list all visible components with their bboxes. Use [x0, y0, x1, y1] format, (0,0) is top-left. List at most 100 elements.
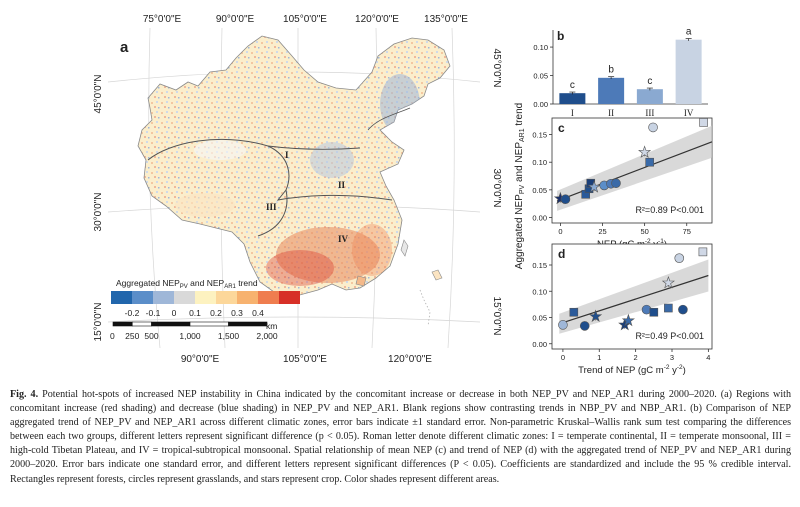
lat-labels-right: 45°0'0"N 30°0'0"N 15°0'0"N: [491, 49, 502, 336]
legend-color-swatch: [258, 291, 279, 304]
scale-segment: [228, 321, 268, 327]
panel-b-label: b: [557, 29, 564, 43]
scale-segment: [151, 321, 191, 327]
panel-b-bar: [675, 39, 702, 104]
panel-c-label: c: [558, 121, 565, 135]
scale-label: 1,500: [218, 331, 240, 341]
panel-c-xtick-label: 50: [640, 227, 648, 236]
panel-d-ytick-label: 0.00: [532, 340, 547, 349]
panel-b-ytick-label: 0.05: [533, 72, 548, 81]
legend-color-swatch: [111, 291, 132, 304]
panel-c-grassland-point: [560, 194, 571, 205]
lon-top-label: 75°0'0"E: [143, 14, 182, 25]
figure-caption: Fig. 4. Potential hot-spots of increased…: [10, 388, 791, 487]
scale-segment: [189, 321, 229, 327]
panel-c-grassland-point: [648, 122, 658, 133]
x-axis-label-part: -1: [658, 238, 664, 245]
lon-top-label: 105°0'0"E: [283, 14, 327, 25]
legend-color-swatch: [174, 291, 195, 304]
x-axis-label-part: -2: [645, 238, 651, 245]
panel-c-crop-point: [587, 180, 601, 193]
panel-c-stats-annotation: R²=0.89 P<0.001: [635, 205, 704, 215]
caption-fig-label: Fig. 4.: [10, 389, 39, 400]
lon-labels-top: 75°0'0"E 90°0'0"E 105°0'0"E 120°0'0"E 135°0'…: [143, 14, 468, 25]
legend-tick-label: 0.2: [210, 308, 222, 318]
panel-d-forest-point: [698, 247, 708, 257]
lat-right-label: 30°0'0"N: [491, 169, 502, 208]
map-legend: Aggregated NEPPV and NEPAR1 trend -0.2 -0…: [111, 278, 300, 318]
scale-label: 2,000: [256, 331, 278, 341]
zone-label: II: [338, 180, 346, 190]
panel-c-ytick-label: 0.10: [532, 158, 547, 167]
panel-b-bar: [598, 77, 625, 104]
x-axis-label-part: ): [683, 365, 686, 376]
scale-label: 1,000: [179, 331, 201, 341]
panel-d-crop-point: [589, 309, 603, 323]
lat-left-label: 15°0'0"N: [93, 303, 104, 342]
legend-color-swatch: [195, 291, 216, 304]
legend-color-swatch: [216, 291, 237, 304]
x-axis-label-part: -2: [677, 364, 683, 371]
figure-4: a 75°0'0"E 90°0'0"E 105°0'0"E 120°0'0"E 135°…: [93, 14, 713, 376]
panel-c-xtick-label: 0: [558, 227, 562, 236]
scale-label: 500: [144, 331, 158, 341]
x-axis-label-part: y: [669, 365, 677, 376]
panel-c-forest-point: [645, 157, 654, 167]
legend-tick-label: -0.1: [146, 308, 161, 318]
panel-d-stats-annotation: R²=0.49 P<0.001: [635, 331, 704, 341]
lon-bottom-label: 120°0'0"E: [388, 354, 432, 365]
x-axis-label-part: -2: [664, 364, 670, 371]
panel-d-grassland-point: [678, 304, 688, 315]
panel-d-label: d: [558, 247, 565, 261]
legend-color-swatch: [153, 291, 174, 304]
lon-labels-bottom: 90°0'0"E 105°0'0"E 120°0'0"E: [181, 354, 432, 365]
lon-bottom-label: 105°0'0"E: [283, 354, 327, 365]
lat-right-label: 15°0'0"N: [491, 297, 502, 336]
panel-d-forest-point: [569, 307, 579, 317]
panel-b-significance-letter: c: [647, 76, 652, 87]
panel-b-bar: [636, 89, 663, 104]
panel-d-x-axis-label: Trend of NEP (gC m-2 y-2): [578, 364, 686, 376]
panel-b-category-label: III: [645, 108, 654, 118]
panel-d-ytick-label: 0.05: [532, 314, 547, 323]
panel-b-ytick-label: 0.10: [533, 43, 548, 52]
panel-c-forest-point: [699, 118, 708, 127]
legend-tick-label: 0.1: [189, 308, 201, 318]
panel-c-crop-point: [638, 145, 652, 158]
legend-tick-labels: -0.2 -0.1 0 0.1 0.2 0.3 0.4: [125, 308, 265, 318]
legend-title: Aggregated NEPPV and NEPAR1 trend: [116, 278, 258, 290]
caption-text: Potential hot-spots of increased NEP ins…: [10, 389, 791, 485]
legend-tick-label: -0.2: [125, 308, 140, 318]
scale-bar: 0 250 500 1,000 1,500 2,000 km: [110, 321, 278, 341]
legend-tick-label: 0.4: [252, 308, 264, 318]
lon-top-label: 135°0'0"E: [424, 14, 468, 25]
legend-tick-label: 0: [172, 308, 177, 318]
panel-b-ytick-label: 0.00: [533, 100, 548, 109]
zone-label: III: [266, 202, 277, 212]
legend-color-swatch: [132, 291, 153, 304]
china-trend-map: [137, 35, 451, 327]
lon-top-label: 90°0'0"E: [216, 14, 255, 25]
panel-b-bar-chart: b 0.00 0.05 0.10 c Ib II c III a IV: [533, 27, 708, 118]
panel-d-grassland-point: [558, 320, 568, 330]
panel-d-scatter: d 0.00 0.05 0.10 0.15 0 1 2 3 4 R²=0.49 P<0.001 Tre…: [532, 243, 713, 376]
panel-c-xtick-label: 25: [598, 227, 606, 236]
panel-b-significance-letter: b: [608, 65, 614, 76]
lon-bottom-label: 90°0'0"E: [181, 354, 220, 365]
panel-c-xtick-label: 75: [683, 227, 691, 236]
zone-label: IV: [338, 234, 349, 244]
panel-a-label: a: [120, 39, 129, 56]
panel-c-grassland-point: [611, 178, 621, 189]
legend-color-swatch: [279, 291, 300, 304]
panel-b-bar: [559, 93, 586, 104]
panel-d-xtick-label: 3: [670, 353, 674, 362]
lat-left-label: 45°0'0"N: [93, 75, 104, 114]
scale-segment: [131, 321, 152, 327]
panel-b-category-label: II: [608, 108, 614, 118]
shared-y-axis-label: Aggregated NEPPV and NEPAR1 trend: [514, 103, 526, 269]
map-panel: a 75°0'0"E 90°0'0"E 105°0'0"E 120°0'0"E 135°…: [93, 14, 502, 365]
panel-d-crop-point: [621, 313, 635, 327]
scale-label: 0: [110, 331, 115, 341]
